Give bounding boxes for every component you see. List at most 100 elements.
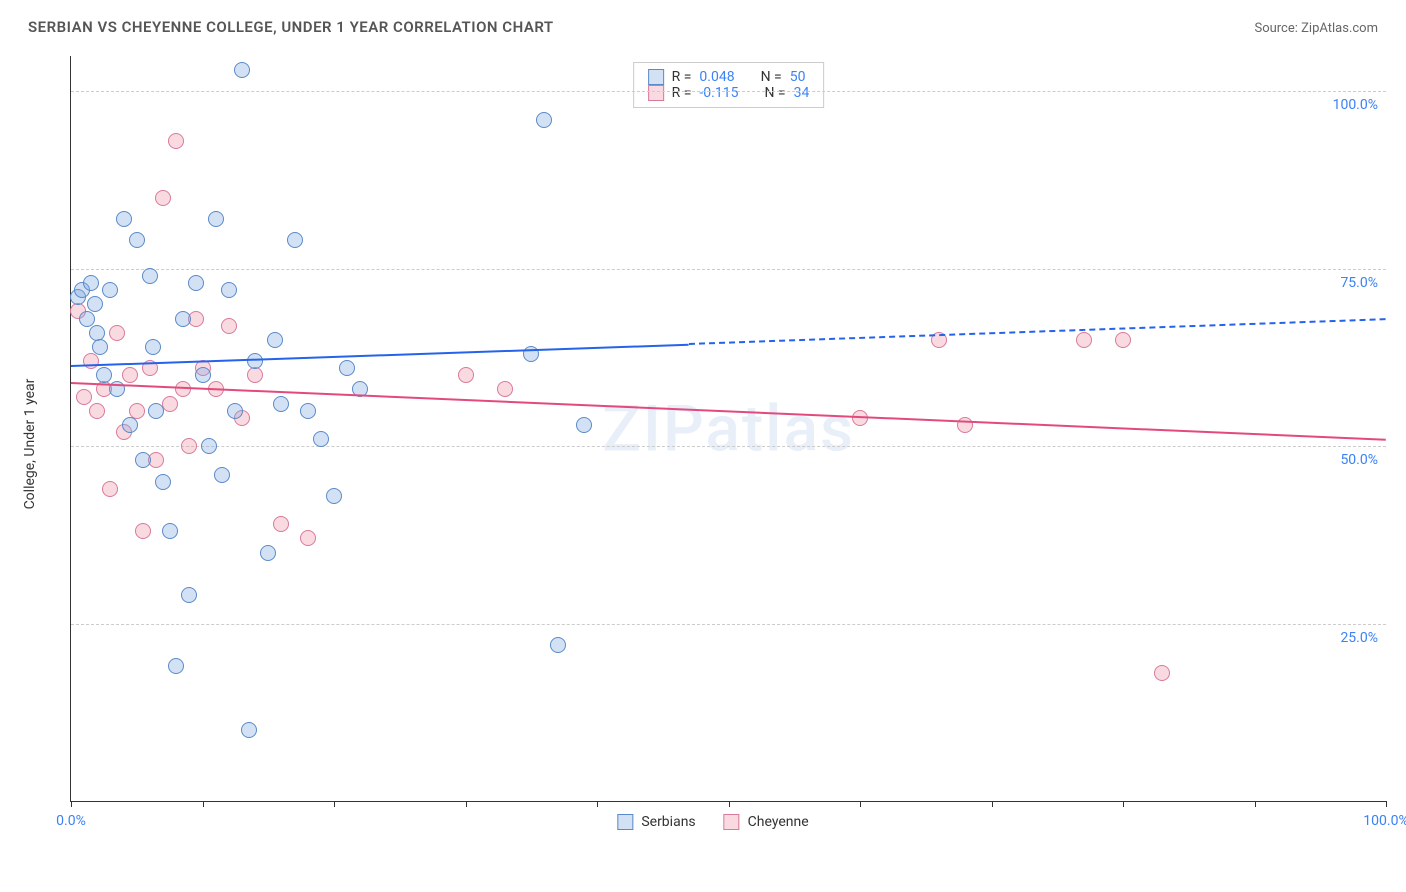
- x-tick: [1386, 801, 1387, 807]
- r-label: R =: [672, 85, 692, 101]
- data-point-serbians: [214, 467, 230, 483]
- legend-label-cheyenne: Cheyenne: [748, 814, 809, 830]
- legend-item-cheyenne: Cheyenne: [724, 814, 809, 830]
- y-axis-label: College, Under 1 year: [22, 379, 38, 510]
- data-point-serbians: [96, 367, 112, 383]
- data-point-cheyenne: [181, 438, 197, 454]
- swatch-serbians: [648, 69, 664, 85]
- gridline: [71, 269, 1386, 270]
- data-point-serbians: [135, 452, 151, 468]
- trend-line: [689, 319, 1386, 346]
- data-point-cheyenne: [957, 417, 973, 433]
- legend-item-serbians: Serbians: [617, 814, 695, 830]
- data-point-serbians: [273, 396, 289, 412]
- data-point-serbians: [116, 211, 132, 227]
- legend-row-cheyenne: R = -0.115 N = 34: [648, 85, 810, 101]
- data-point-serbians: [326, 488, 342, 504]
- trend-line: [71, 343, 689, 366]
- data-point-serbians: [195, 367, 211, 383]
- r-value-cheyenne: -0.115: [699, 85, 738, 101]
- n-label: N =: [764, 85, 785, 101]
- data-point-cheyenne: [109, 325, 125, 341]
- data-point-cheyenne: [155, 190, 171, 206]
- gridline: [71, 91, 1386, 92]
- y-tick-label: 100.0%: [1333, 97, 1378, 113]
- data-point-serbians: [145, 339, 161, 355]
- x-tick: [1123, 801, 1124, 807]
- r-value-serbians: 0.048: [699, 69, 734, 85]
- plot-container: College, Under 1 year ZIPatlas R = 0.048…: [40, 56, 1386, 832]
- data-point-cheyenne: [102, 481, 118, 497]
- n-value-cheyenne: 34: [794, 85, 810, 101]
- watermark: ZIPatlas: [602, 391, 855, 466]
- data-point-serbians: [162, 523, 178, 539]
- data-point-serbians: [188, 275, 204, 291]
- y-tick-label: 75.0%: [1340, 275, 1378, 291]
- data-point-serbians: [241, 722, 257, 738]
- data-point-serbians: [155, 474, 171, 490]
- data-point-cheyenne: [168, 133, 184, 149]
- data-point-cheyenne: [458, 367, 474, 383]
- data-point-cheyenne: [273, 516, 289, 532]
- x-tick: [334, 801, 335, 807]
- data-point-cheyenne: [76, 389, 92, 405]
- data-point-serbians: [536, 112, 552, 128]
- data-point-cheyenne: [89, 403, 105, 419]
- x-tick: [597, 801, 598, 807]
- data-point-serbians: [208, 211, 224, 227]
- data-point-serbians: [550, 637, 566, 653]
- data-point-cheyenne: [1154, 665, 1170, 681]
- correlation-legend: R = 0.048 N = 50 R = -0.115 N = 34: [633, 62, 825, 108]
- gridline: [71, 446, 1386, 447]
- data-point-serbians: [83, 275, 99, 291]
- n-value-serbians: 50: [790, 69, 806, 85]
- x-tick-label: 100.0%: [1363, 813, 1406, 829]
- source-label: Source: ZipAtlas.com: [1254, 21, 1378, 36]
- data-point-serbians: [79, 311, 95, 327]
- n-label: N =: [761, 69, 782, 85]
- x-tick: [466, 801, 467, 807]
- data-point-serbians: [267, 332, 283, 348]
- x-tick: [203, 801, 204, 807]
- trend-line: [71, 382, 1386, 441]
- x-tick: [71, 801, 72, 807]
- data-point-cheyenne: [497, 381, 513, 397]
- data-point-serbians: [142, 268, 158, 284]
- gridline: [71, 624, 1386, 625]
- data-point-serbians: [122, 417, 138, 433]
- x-tick-label: 0.0%: [56, 813, 86, 829]
- series-legend: Serbians Cheyenne: [617, 814, 808, 830]
- data-point-cheyenne: [221, 318, 237, 334]
- data-point-serbians: [92, 339, 108, 355]
- data-point-cheyenne: [135, 523, 151, 539]
- data-point-serbians: [313, 431, 329, 447]
- data-point-cheyenne: [1076, 332, 1092, 348]
- data-point-cheyenne: [247, 367, 263, 383]
- data-point-cheyenne: [175, 381, 191, 397]
- y-tick-label: 25.0%: [1340, 630, 1378, 646]
- swatch-serbians-icon: [617, 814, 633, 830]
- data-point-serbians: [102, 282, 118, 298]
- data-point-serbians: [300, 403, 316, 419]
- y-tick-label: 50.0%: [1340, 452, 1378, 468]
- data-point-serbians: [168, 658, 184, 674]
- data-point-serbians: [181, 587, 197, 603]
- plot-area: ZIPatlas R = 0.048 N = 50 R = -0.115 N =…: [70, 56, 1386, 802]
- legend-label-serbians: Serbians: [641, 814, 695, 830]
- data-point-serbians: [576, 417, 592, 433]
- data-point-serbians: [247, 353, 263, 369]
- data-point-serbians: [87, 296, 103, 312]
- legend-row-serbians: R = 0.048 N = 50: [648, 69, 810, 85]
- x-tick: [729, 801, 730, 807]
- swatch-cheyenne: [648, 85, 664, 101]
- data-point-serbians: [175, 311, 191, 327]
- data-point-serbians: [221, 282, 237, 298]
- data-point-serbians: [227, 403, 243, 419]
- x-tick: [992, 801, 993, 807]
- data-point-serbians: [339, 360, 355, 376]
- data-point-cheyenne: [83, 353, 99, 369]
- data-point-serbians: [148, 403, 164, 419]
- chart-title: SERBIAN VS CHEYENNE COLLEGE, UNDER 1 YEA…: [28, 18, 554, 36]
- data-point-cheyenne: [1115, 332, 1131, 348]
- data-point-serbians: [260, 545, 276, 561]
